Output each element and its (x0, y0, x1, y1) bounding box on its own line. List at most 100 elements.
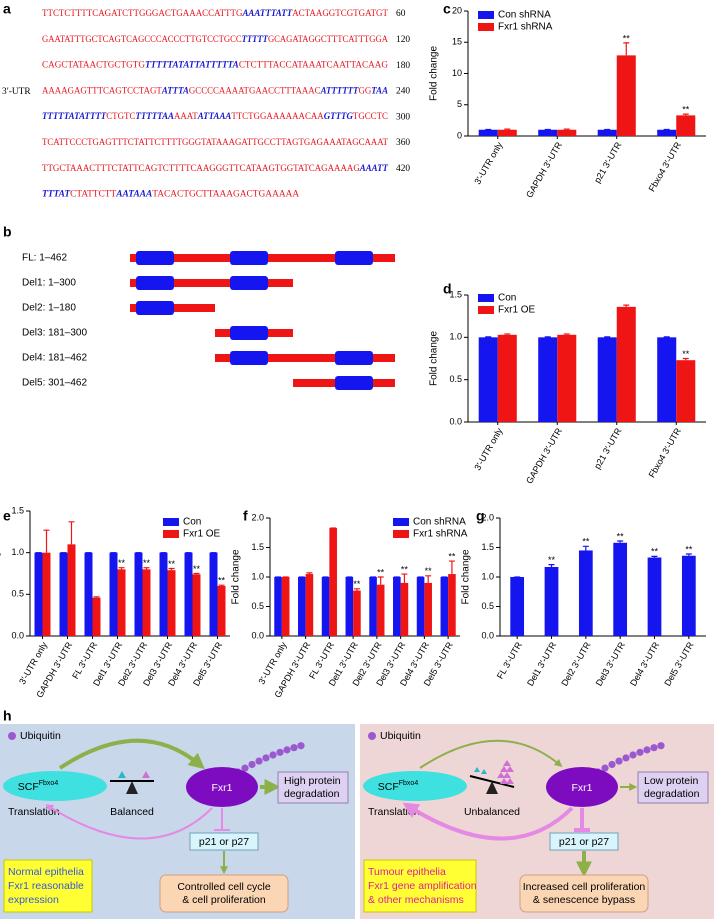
sequence-segment: CTCTTTACCATAAATCAATTACAAG (239, 61, 388, 71)
degradation-label: Low protein (644, 775, 698, 787)
sequence-segment: GCCCCAAAATGAACCTTTAAAC (189, 87, 321, 97)
bar (92, 597, 101, 636)
construct-label: Del1: 1–300 (22, 278, 76, 289)
binding-site (230, 276, 268, 290)
balance-label: Balanced (110, 806, 154, 818)
ubiquitin-label: Ubiquitin (380, 730, 421, 742)
ubiquitin-chain (657, 742, 665, 750)
legend-label: Con shRNA (498, 10, 551, 21)
sequence-position: 180 (396, 61, 410, 71)
sequence-segment: GAATATTTGCTCAGTCAGCCCACCCTTGTCCTGCC (42, 35, 242, 45)
motif: ATTTA (161, 87, 189, 97)
balance-fulcrum (126, 781, 138, 794)
y-tick-label: 0.5 (11, 589, 24, 599)
legend-label: Con (183, 517, 201, 528)
bar (544, 566, 559, 636)
bar (209, 552, 218, 636)
ubiquitin-chain (608, 760, 616, 769)
panel-label: c (443, 1, 451, 17)
bar (59, 552, 68, 636)
target-label: p21 or p27 (559, 836, 609, 848)
factor-b (497, 760, 514, 784)
y-tick-label: 1.0 (449, 332, 462, 342)
y-tick-label: 0.0 (251, 630, 264, 640)
x-tick-label: GAPDH 3′-UTR (524, 140, 564, 200)
binding-site (136, 251, 174, 265)
bar (184, 552, 193, 636)
bar (510, 577, 525, 636)
significance: ** (682, 349, 690, 359)
x-tick-label: Del4 3′-UTR (628, 640, 662, 688)
bar (400, 582, 409, 636)
error-bar (353, 588, 360, 591)
construct-label: Del4: 181–462 (22, 353, 87, 364)
bar (578, 550, 593, 636)
sequence-position: 360 (396, 138, 410, 148)
binding-site (136, 301, 174, 315)
fxr1-label: Fxr1 (572, 782, 593, 794)
degradation-label: degradation (284, 788, 340, 800)
outcome-box (159, 874, 289, 913)
target-box (549, 832, 619, 851)
y-tick-label: 1.5 (481, 542, 494, 552)
motif: GTTTG (324, 112, 353, 122)
x-tick-label: 3′-UTR only (472, 426, 505, 472)
ubiquitin-icon (368, 732, 376, 740)
bar (647, 557, 662, 636)
balance-label: Unbalanced (464, 806, 520, 818)
bar (142, 569, 151, 636)
bar (84, 552, 93, 636)
motif: ATTTTTT (320, 87, 360, 97)
significance: ** (377, 567, 385, 577)
sequence-segment: CTATTCTT (70, 190, 116, 200)
x-tick-label: Fbxo4 3′-UTR (647, 426, 684, 480)
bar (217, 586, 226, 636)
error-bar (682, 357, 689, 361)
context-box (3, 859, 93, 913)
bar (424, 582, 432, 636)
x-tick-label: GAPDH 3′-UTR (524, 426, 564, 486)
bar (681, 555, 696, 636)
error-bar (563, 333, 570, 335)
binding-site (230, 251, 268, 265)
bar (557, 129, 577, 136)
bar (134, 552, 143, 636)
legend-swatch (478, 11, 494, 19)
significance: ** (425, 566, 433, 576)
bar (440, 577, 449, 636)
context-label: expression (8, 894, 59, 906)
legend-label: Con shRNA (413, 517, 466, 528)
bar (676, 115, 696, 136)
sequence-line: TTCTCTTTTCAGATCTTGGGACTGAAACCATTTGAAATTT… (42, 9, 388, 19)
significance: ** (401, 564, 409, 574)
legend-swatch (393, 530, 409, 538)
error-bar (168, 567, 175, 571)
construct-label: Del2: 1–180 (22, 303, 76, 314)
error-bar (401, 573, 408, 583)
x-tick-label: Del3 3′-UTR (594, 640, 628, 688)
y-tick-label: 0.5 (481, 601, 494, 611)
y-tick-label: 1.5 (251, 542, 264, 552)
binding-site (230, 351, 268, 365)
ubiquitin-chain (276, 748, 284, 756)
x-tick-label: FL 3′-UTR (495, 640, 524, 681)
translation-arrow (402, 802, 574, 841)
error-bar (193, 572, 200, 575)
panel-label: d (443, 281, 452, 297)
x-tick-label: Fbxo4 3′-UTR (647, 140, 684, 194)
sequence-segment: CAGCTATAACTGCTGTG (42, 61, 145, 71)
construct-label: Del3: 181–300 (22, 328, 87, 339)
bar (329, 528, 337, 636)
y-tick-label: 2.0 (481, 512, 494, 522)
y-tick-label: 10 (452, 68, 462, 78)
bar (597, 129, 617, 136)
degradation-box (637, 771, 709, 804)
bar (497, 334, 517, 422)
sequence-segment: CTGTC (106, 112, 135, 122)
error-bar (377, 576, 384, 585)
bar (657, 129, 677, 136)
ubiquitin-chain (601, 764, 609, 772)
context-label: Tumour epithelia (368, 866, 446, 878)
sequence-position: 60 (396, 9, 406, 19)
